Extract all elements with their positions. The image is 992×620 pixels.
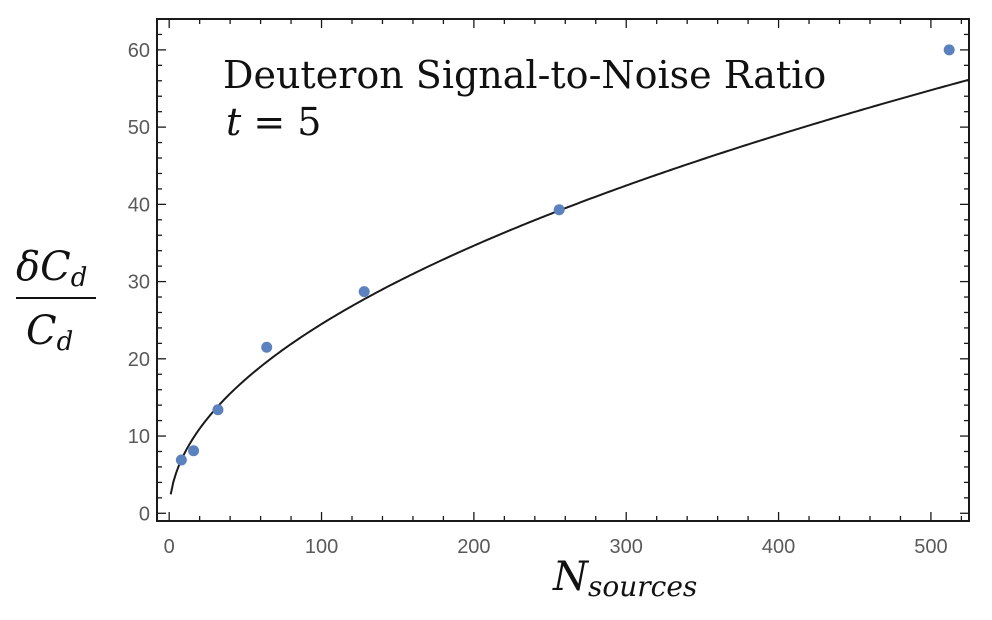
plot-frame [156, 18, 970, 522]
subtitle-var: t [226, 100, 242, 144]
data-point [261, 341, 273, 353]
x-tick-label: 400 [762, 536, 795, 558]
y-tick-label: 0 [139, 503, 150, 525]
y-ticks: 0 10 20 30 40 50 60 [128, 33, 969, 525]
y-axis-label-numerator-sub: d [71, 263, 88, 293]
subtitle-rest: = 5 [241, 100, 321, 144]
y-axis-label-numerator: δCd [16, 244, 87, 293]
x-axis-label: Nsources [552, 554, 697, 603]
y-axis-label-denominator-base: C [26, 308, 57, 354]
y-axis-label-denominator-sub: d [57, 327, 74, 357]
x-ticks: 0 100 200 300 400 500 [164, 19, 963, 558]
data-point [188, 445, 200, 457]
data-point [358, 286, 370, 298]
data-point [175, 454, 187, 466]
y-axis-label-denominator: Cd [26, 308, 73, 357]
chart-subtitle: t = 5 [226, 100, 321, 144]
x-axis-label-sub: sources [588, 570, 697, 603]
data-points [175, 44, 955, 466]
y-axis-label-numerator-base: δC [16, 244, 71, 290]
data-point [943, 44, 955, 56]
x-tick-label: 100 [305, 536, 338, 558]
x-tick-label: 500 [914, 536, 947, 558]
x-tick-label: 200 [457, 536, 490, 558]
data-point [212, 404, 224, 416]
fit-curve [169, 78, 970, 495]
data-point [553, 204, 565, 216]
x-axis-label-base: N [552, 554, 590, 600]
y-tick-label: 20 [128, 349, 150, 371]
y-tick-label: 50 [128, 117, 150, 139]
y-tick-label: 10 [128, 426, 150, 448]
y-tick-label: 30 [128, 272, 150, 294]
x-tick-label: 0 [164, 536, 175, 558]
y-axis-label: δCd Cd [16, 244, 96, 357]
chart-title: Deuteron Signal-to-Noise Ratio [223, 53, 826, 97]
y-tick-label: 60 [128, 40, 150, 62]
x-tick-label: 300 [610, 536, 643, 558]
y-tick-label: 40 [128, 194, 150, 216]
